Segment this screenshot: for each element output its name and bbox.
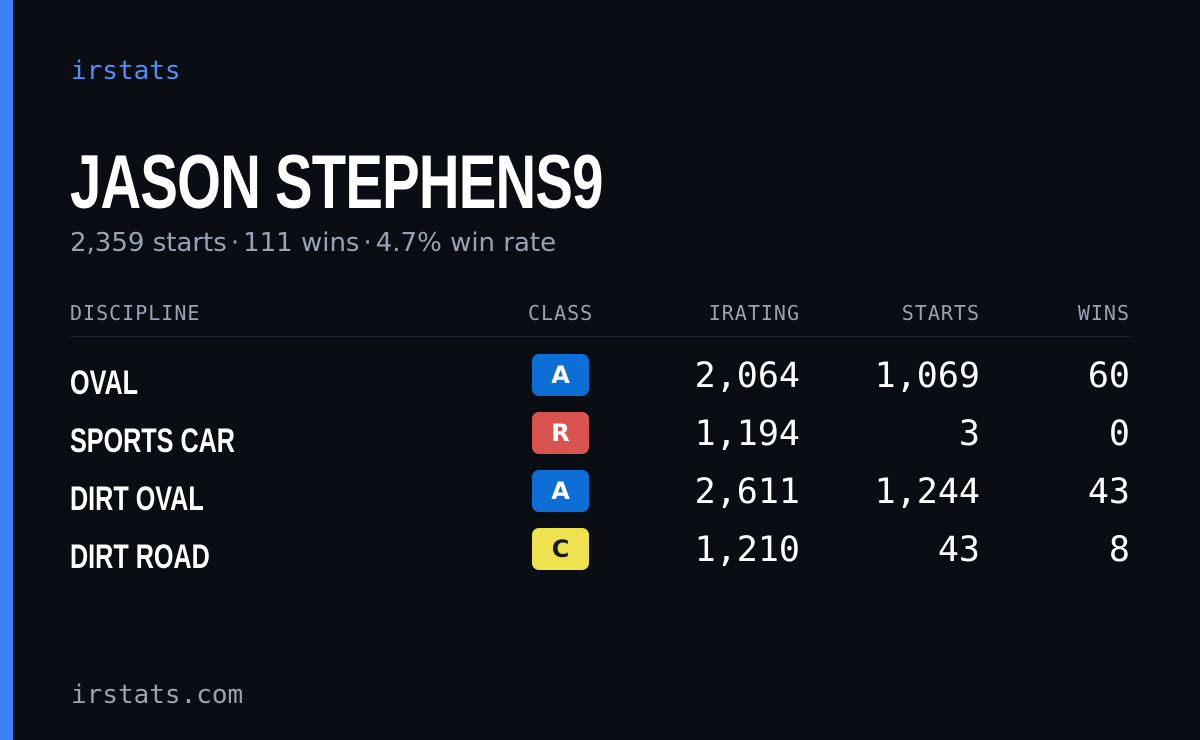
table-header: DISCIPLINE CLASS IRATING STARTS WINS <box>70 298 1131 337</box>
header-starts: STARTS <box>901 301 980 325</box>
license-class-badge: C <box>532 528 589 570</box>
table-row: DIRT ROAD C 1,210 43 8 <box>70 528 1131 586</box>
header-class: CLASS <box>528 301 594 325</box>
footer-url: irstats.com <box>71 680 244 710</box>
discipline-name: DIRT ROAD <box>70 538 210 576</box>
wins-value: 43 <box>1087 472 1130 512</box>
discipline-name: SPORTS CAR <box>70 422 235 460</box>
player-name: JASON STEPHENS9 <box>70 140 603 225</box>
summary-starts: 2,359 starts <box>70 228 227 258</box>
table-row: SPORTS CAR R 1,194 3 0 <box>70 412 1131 470</box>
license-class-badge: A <box>532 470 589 512</box>
starts-value: 1,244 <box>874 472 980 512</box>
header-irating: IRATING <box>708 301 800 325</box>
player-summary: 2,359 starts · 111 wins · 4.7% win rate <box>70 228 556 258</box>
discipline-name: DIRT OVAL <box>70 480 204 518</box>
discipline-name: OVAL <box>70 364 139 402</box>
starts-value: 1,069 <box>874 356 980 396</box>
irating-value: 1,210 <box>694 530 800 570</box>
wins-value: 8 <box>1108 530 1130 570</box>
license-class-badge: A <box>532 354 589 396</box>
license-class-badge: R <box>532 412 589 454</box>
summary-separator: · <box>230 228 240 258</box>
header-discipline: DISCIPLINE <box>70 301 201 325</box>
irating-value: 2,611 <box>694 472 800 512</box>
discipline-table: DISCIPLINE CLASS IRATING STARTS WINS OVA… <box>70 298 1131 586</box>
summary-separator: · <box>363 228 372 258</box>
accent-bar <box>0 0 13 740</box>
table-row: OVAL A 2,064 1,069 60 <box>70 354 1131 412</box>
summary-win-rate: 4.7% win rate <box>375 228 557 258</box>
wins-value: 0 <box>1108 414 1130 454</box>
starts-value: 43 <box>937 530 980 570</box>
table-row: DIRT OVAL A 2,611 1,244 43 <box>70 470 1131 528</box>
irating-value: 2,064 <box>694 356 800 396</box>
summary-wins: 111 wins <box>243 228 360 258</box>
starts-value: 3 <box>958 414 980 454</box>
header-wins: WINS <box>1077 301 1130 325</box>
table-body: OVAL A 2,064 1,069 60 SPORTS CAR R 1,194… <box>70 337 1131 586</box>
irating-value: 1,194 <box>694 414 800 454</box>
brand-logo-text: irstats <box>71 56 181 86</box>
wins-value: 60 <box>1087 356 1130 396</box>
